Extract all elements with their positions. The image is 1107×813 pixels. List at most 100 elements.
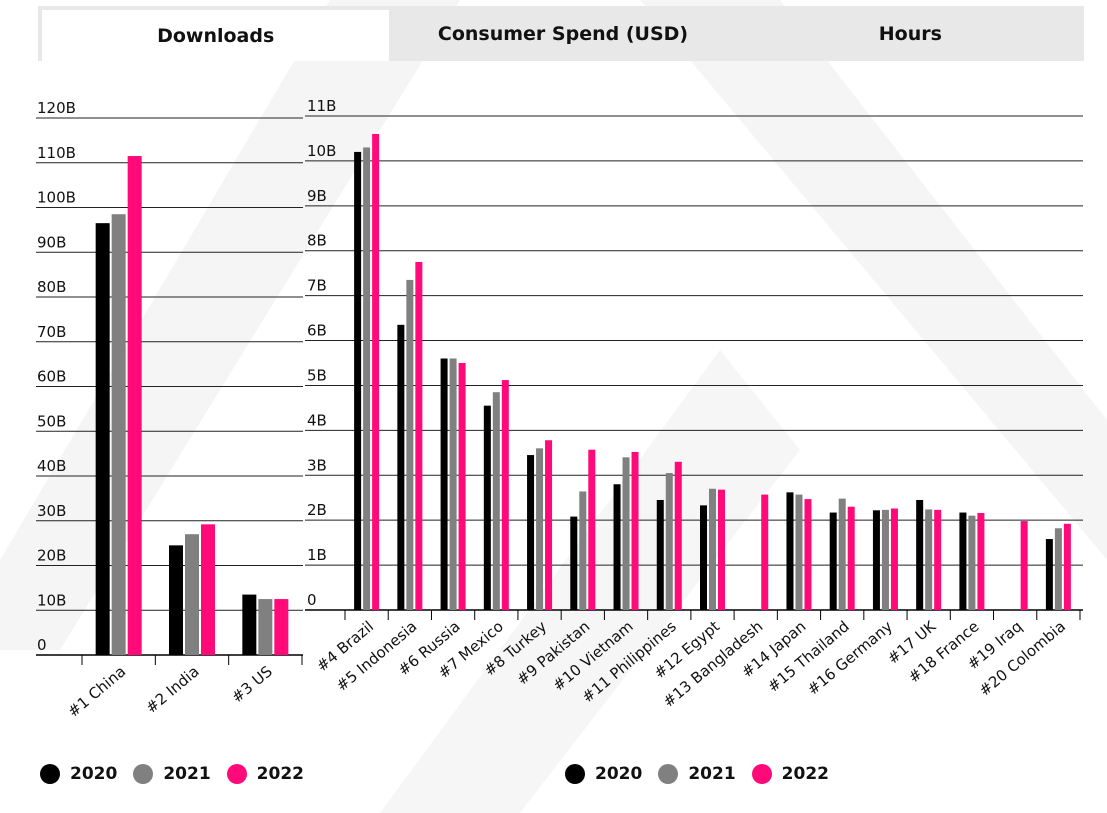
y-tick-label: 0 [37, 636, 47, 654]
bar-2022 [458, 363, 466, 610]
y-tick-label: 6B [307, 322, 327, 340]
bar-2020 [700, 505, 707, 610]
bar-2021 [449, 358, 457, 610]
bar-2022 [847, 506, 855, 610]
bar-2020 [786, 492, 794, 610]
bar-2022 [934, 509, 942, 610]
y-tick-label: 40B [37, 457, 66, 475]
bar-2022 [1020, 521, 1028, 610]
bar-2022 [415, 261, 423, 610]
bar-2022 [545, 440, 553, 610]
bar-2020 [570, 516, 578, 610]
tab-consumer-spend[interactable]: Consumer Spend (USD) [437, 22, 689, 45]
bar-2021 [406, 279, 414, 610]
y-tick-label: 20B [37, 547, 66, 565]
bar-2020 [242, 594, 257, 655]
y-tick-label: 3B [307, 456, 327, 474]
legend-dot-icon [658, 764, 679, 784]
bar-2022 [977, 512, 985, 610]
bar-2022 [372, 133, 380, 611]
bar-2021 [185, 534, 199, 655]
tab-downloads[interactable]: Downloads [42, 10, 390, 61]
y-tick-label: 50B [37, 412, 66, 430]
y-tick-label: 11B [307, 97, 336, 115]
tab-hours[interactable]: Hours [878, 22, 942, 45]
bar-2020 [829, 512, 837, 610]
bar-2021 [111, 214, 126, 655]
bar-2020 [440, 358, 448, 610]
bar-2022 [890, 508, 898, 610]
legend-label: 2021 [163, 764, 211, 784]
bar-2021 [925, 509, 933, 610]
y-tick-label: 30B [37, 502, 66, 520]
bar-2021 [536, 448, 544, 610]
y-tick-label: 120B [37, 99, 76, 117]
y-tick-label: 70B [37, 323, 66, 341]
legend-item-2022: 2022 [751, 764, 829, 784]
bar-2021 [1054, 528, 1062, 610]
bar-2020 [916, 499, 924, 610]
bar-2022 [761, 494, 769, 610]
bar-2020 [872, 510, 880, 610]
bar-2020 [613, 484, 621, 610]
y-tick-label: 0 [307, 591, 317, 609]
downloads-chart-top3: 0 10B 20B 30B 40B 50B 60B 70B 80B 90B 100B 110B 120B… [36, 99, 303, 721]
y-tick-label: 9B [307, 187, 327, 205]
bar-2020 [169, 545, 183, 655]
y-tick-label: 60B [37, 368, 66, 386]
legend-item-2020: 2020 [565, 764, 642, 784]
bar-2021 [838, 498, 846, 610]
bar-2021 [968, 515, 976, 610]
legend-left: 2020 2021 2022 [40, 764, 320, 784]
y-tick-label: 80B [37, 278, 66, 296]
y-tick-label: 10B [37, 591, 66, 609]
y-tick-label: 5B [307, 366, 327, 384]
legend-item-2022: 2022 [226, 764, 304, 784]
legend-label: 2022 [256, 764, 304, 784]
y-tick-label: 7B [307, 277, 327, 295]
bar-2021 [795, 494, 803, 610]
bar-2021 [622, 457, 630, 610]
y-tick-label: 1B [307, 546, 327, 564]
legend-label: 2020 [70, 764, 118, 784]
bar-2020 [483, 405, 491, 610]
legend-dot-icon [133, 764, 154, 784]
y-tick-label: 100B [37, 189, 76, 207]
bar-2020 [656, 499, 664, 610]
bar-2021 [492, 392, 500, 610]
legend-item-2021: 2021 [133, 764, 211, 784]
bar-2020 [397, 324, 405, 610]
bar-2021 [258, 599, 273, 655]
bar-2022 [201, 524, 215, 655]
bar-2021 [709, 488, 716, 610]
bar-2022 [1063, 523, 1071, 610]
legend-right: 2020 2021 2022 [565, 764, 845, 784]
bar-2022 [274, 599, 289, 655]
bar-2020 [959, 512, 967, 610]
y-tick-label: 90B [37, 233, 66, 251]
y-tick-label: 10B [307, 142, 336, 160]
bar-2022 [631, 451, 639, 610]
bar-2020 [95, 223, 110, 655]
bar-2021 [665, 473, 673, 610]
bar-2021 [363, 147, 371, 610]
bar-2022 [718, 489, 725, 610]
legend-item-2021: 2021 [658, 764, 736, 784]
metric-tabs: Downloads Consumer Spend (USD) Hours [38, 6, 1084, 61]
y-tick-label: 110B [37, 144, 76, 162]
legend-dot-icon [565, 764, 585, 784]
bar-2022 [501, 380, 509, 610]
bar-2022 [674, 461, 682, 610]
bar-2020 [354, 151, 362, 610]
bar-2021 [579, 491, 587, 610]
y-tick-label: 2B [307, 501, 327, 519]
bar-2020 [527, 455, 535, 610]
bar-2021 [881, 509, 889, 610]
y-tick-label: 8B [307, 232, 327, 250]
legend-item-2020: 2020 [40, 764, 117, 784]
legend-label: 2020 [595, 764, 643, 784]
bar-2020 [1045, 539, 1053, 610]
bar-2022 [588, 449, 596, 610]
bar-2022 [804, 499, 812, 610]
